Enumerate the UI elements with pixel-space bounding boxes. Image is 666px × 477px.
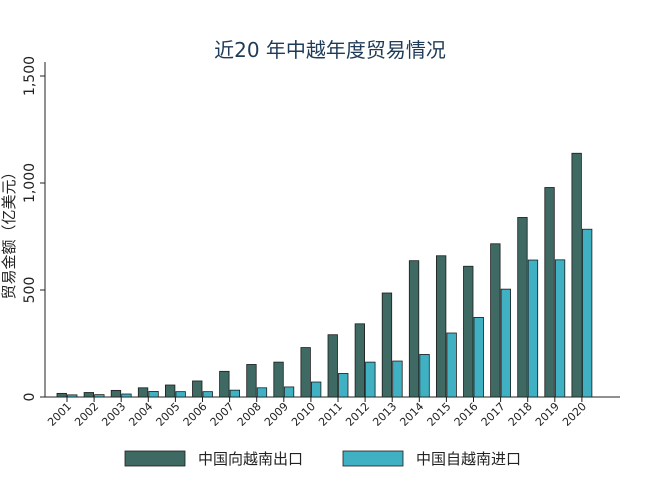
bar-export (490, 243, 501, 398)
bar-export (83, 392, 94, 398)
bar-import (229, 389, 241, 398)
legend: 中国向越南出口 中国自越南进口 (124, 450, 521, 468)
x-tick-label: 2005 (154, 400, 183, 429)
bar-export (300, 347, 311, 398)
x-tick-label: 2009 (262, 400, 291, 429)
plot-area: 05001,0001,50020012002200320042005200620… (22, 56, 620, 429)
bar-import (256, 387, 268, 398)
y-tick-label: 1,500 (22, 56, 38, 96)
x-tick-label: 2018 (506, 400, 535, 429)
x-tick-label: 2013 (370, 400, 399, 429)
bar-import (365, 361, 376, 398)
bar-export (463, 265, 474, 398)
bar-export (137, 387, 149, 398)
x-tick-label: 2007 (208, 400, 237, 429)
x-tick-label: 2017 (479, 400, 508, 429)
bar-export (327, 334, 338, 398)
bar-export (110, 389, 122, 398)
chart-title: 近20 年中越年度贸易情况 (214, 38, 446, 62)
y-tick-label: 1,000 (22, 163, 38, 203)
bar-import (310, 381, 322, 398)
bar-import (500, 288, 512, 398)
bar-import (67, 394, 78, 398)
bar-import (554, 259, 566, 398)
x-tick-label: 2014 (397, 400, 426, 429)
legend-item-import-swatch (342, 450, 404, 467)
y-axis-label: 贸易金额（亿美元） (0, 164, 18, 299)
x-tick-label: 2001 (45, 400, 74, 429)
x-tick-label: 2020 (560, 400, 589, 429)
bar-export (435, 255, 447, 398)
x-tick-label: 2003 (99, 400, 128, 429)
bar-import (94, 394, 105, 398)
x-tick-label: 2016 (452, 400, 481, 429)
legend-item-export-label: 中国向越南出口 (198, 450, 303, 468)
bar-export (354, 323, 366, 398)
bar-export (544, 187, 555, 398)
bar-import (446, 332, 457, 398)
bar-import (392, 360, 403, 398)
bar-export (219, 370, 230, 398)
bar-export (192, 380, 203, 398)
bar-import (473, 316, 484, 398)
x-tick-label: 2010 (289, 400, 318, 429)
bar-export (273, 361, 284, 398)
bar-export (164, 384, 176, 398)
x-tick-label: 2002 (72, 400, 101, 429)
bar-import (175, 391, 186, 398)
x-tick-label: 2019 (533, 400, 562, 429)
x-tick-label: 2004 (126, 400, 155, 429)
bar-export (408, 260, 420, 398)
bar-export (246, 364, 257, 398)
bar-import (202, 391, 213, 398)
x-tick-label: 2012 (343, 400, 372, 429)
x-tick-label: 2008 (235, 400, 264, 429)
x-tick-label: 2015 (425, 400, 454, 429)
legend-item-import-label: 中国自越南进口 (416, 450, 521, 468)
bar-import (283, 386, 295, 398)
legend-item-export-swatch (124, 450, 186, 467)
bar-import (148, 391, 159, 398)
x-tick-label: 2006 (181, 400, 210, 429)
bar-export (571, 152, 582, 398)
y-tick-label: 0 (22, 393, 38, 402)
bar-export (381, 292, 393, 398)
bar-import (121, 393, 132, 398)
bar-import (419, 354, 430, 398)
x-tick-label: 2011 (316, 400, 345, 429)
bar-import (338, 373, 349, 398)
bar-import (582, 228, 593, 398)
bar-export (56, 392, 67, 398)
y-tick-label: 500 (22, 277, 38, 304)
bar-export (517, 217, 528, 398)
bar-import (527, 259, 539, 398)
